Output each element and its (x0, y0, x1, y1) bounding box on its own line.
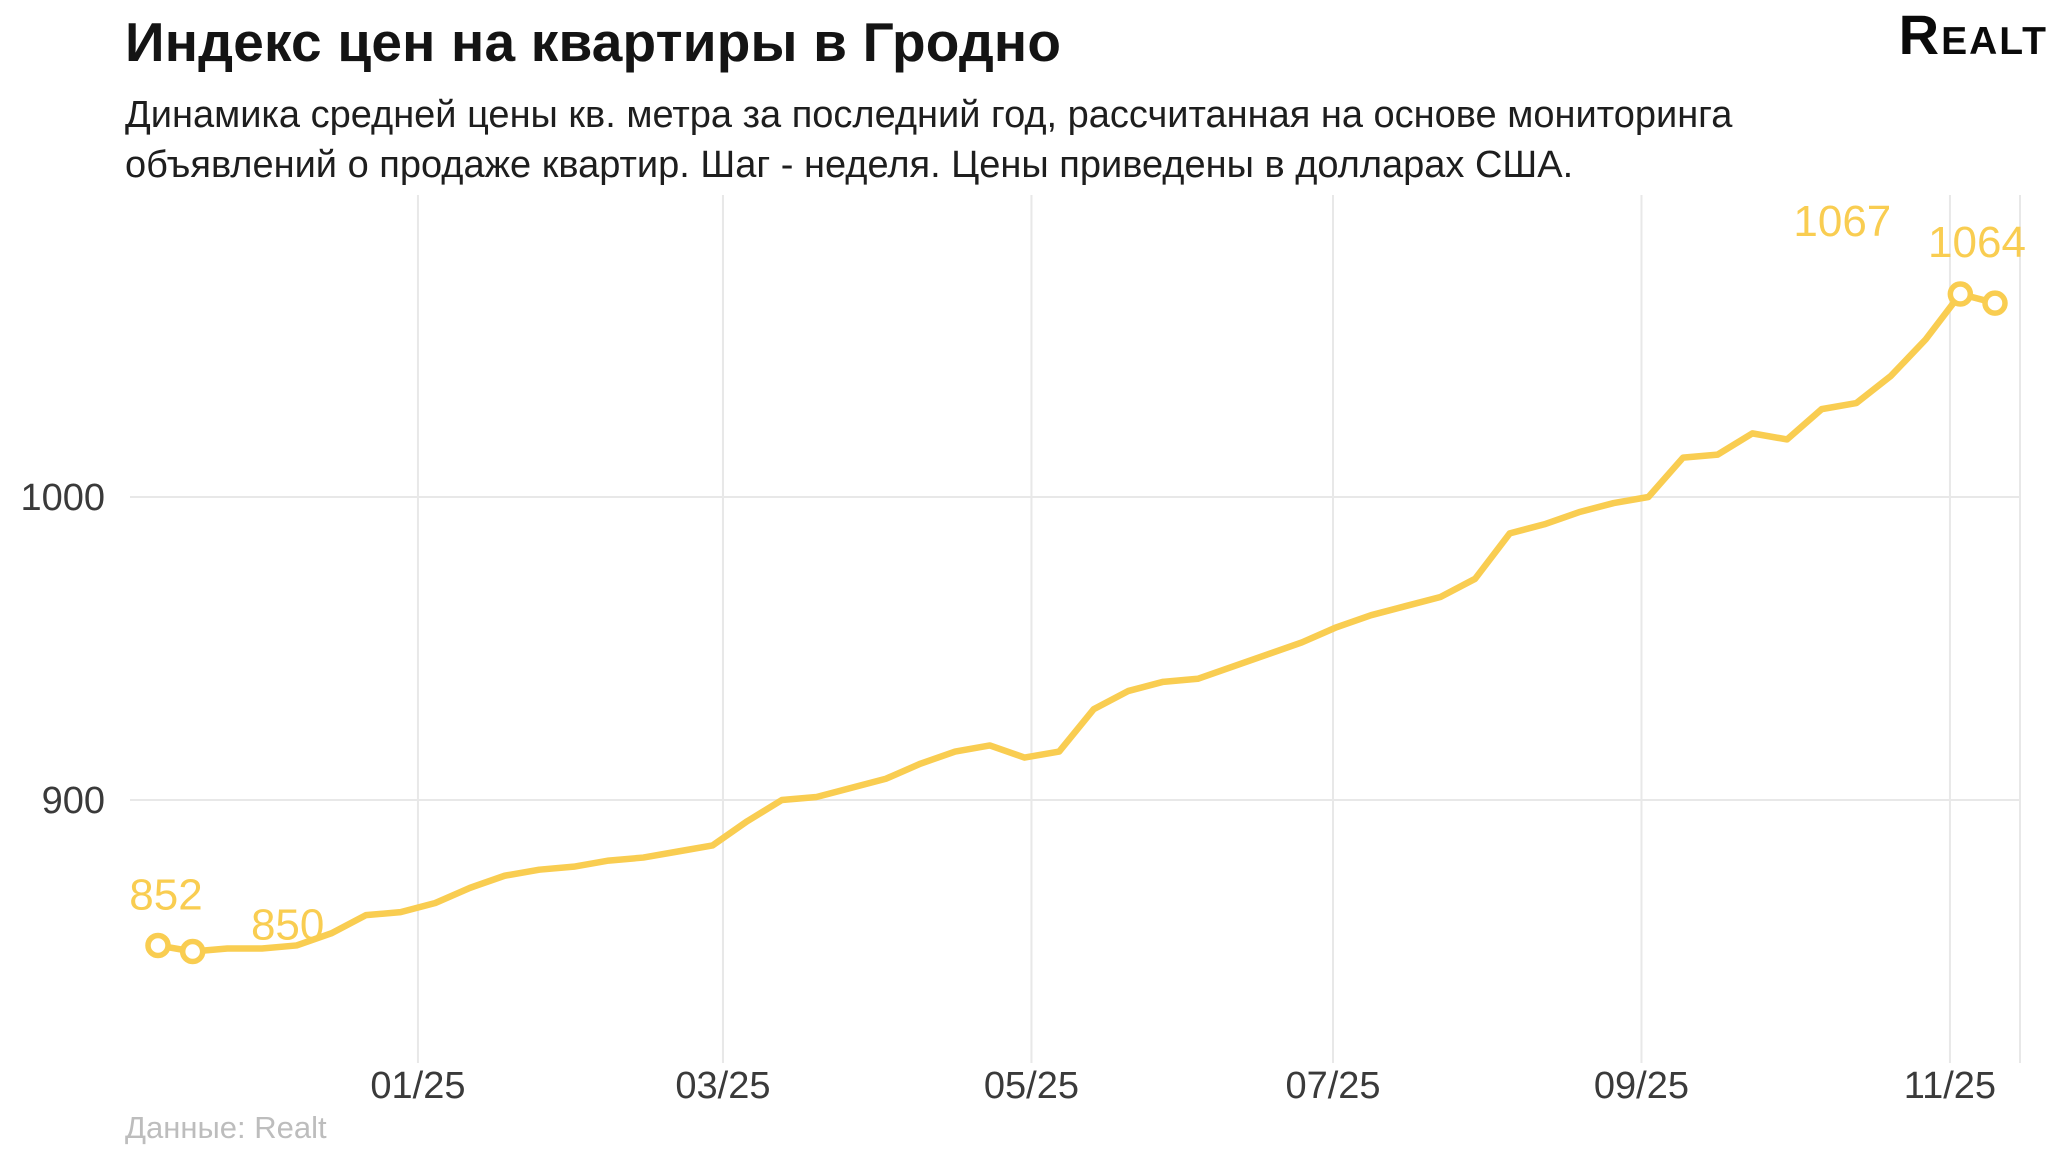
x-tick-label: 05/25 (984, 1065, 1079, 1107)
data-point-label: 1064 (1928, 218, 2026, 267)
y-tick-label: 1000 (20, 477, 105, 519)
data-point-label: 850 (251, 901, 324, 950)
chart-subtitle: Динамика средней цены кв. метра за после… (125, 94, 1733, 187)
chart-title: Индекс цен на квартиры в Гродно (125, 11, 1062, 73)
x-tick-label: 07/25 (1285, 1065, 1380, 1107)
price-line (154, 290, 1999, 955)
data-point-label: 852 (129, 870, 202, 919)
header: Индекс цен на квартиры в Гродно Динамика… (125, 10, 2018, 190)
data-source-label: Данные: Realt (125, 1110, 327, 1145)
data-point-marker (1982, 290, 2008, 316)
x-tick-label: 01/25 (370, 1065, 465, 1107)
x-tick-label: 09/25 (1594, 1065, 1689, 1107)
x-tick-label: 03/25 (675, 1065, 770, 1107)
data-point-label: 1067 (1793, 197, 1891, 246)
data-point-marker (179, 938, 206, 965)
x-tick-label: 11/25 (1904, 1065, 1996, 1107)
data-point-marker (1947, 281, 1974, 307)
y-tick-label: 900 (42, 780, 105, 822)
data-point-marker (145, 932, 171, 959)
realt-logo: Realt (1898, 3, 2048, 66)
